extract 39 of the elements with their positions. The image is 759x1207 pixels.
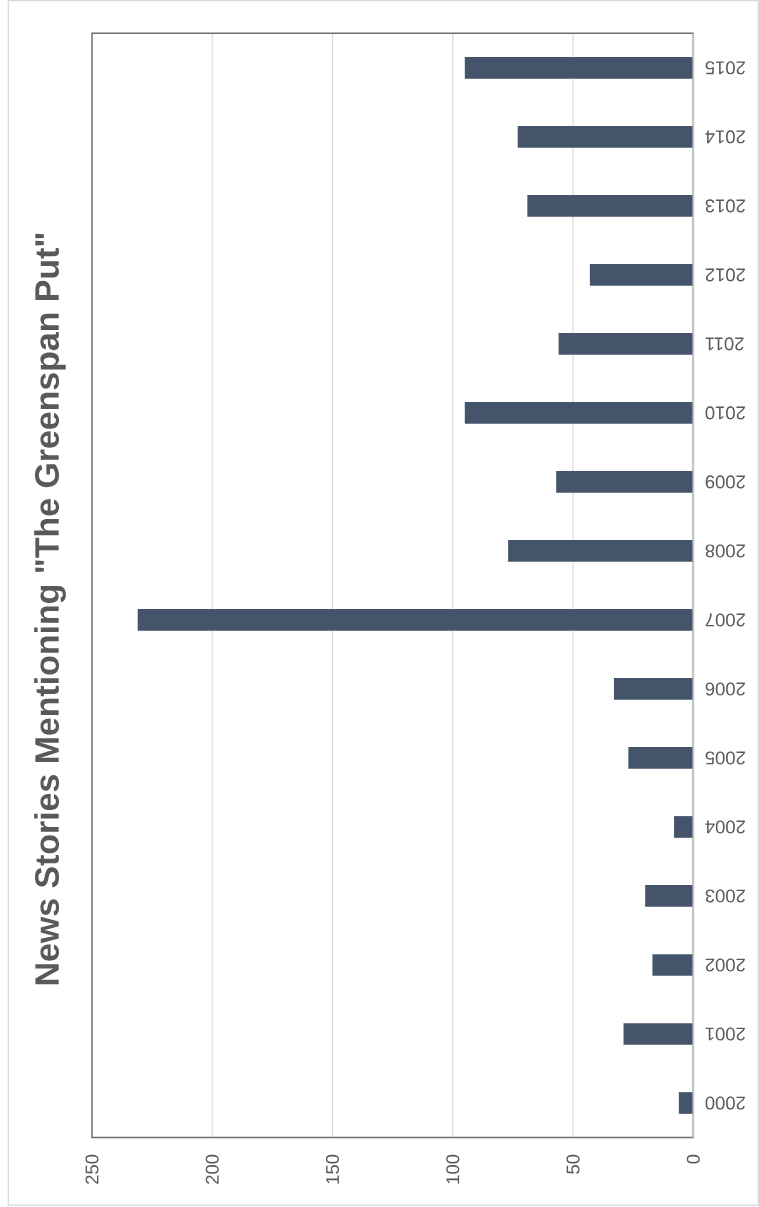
bar [623, 1023, 694, 1045]
bar [558, 333, 694, 355]
y-tick-label: 2003 [705, 889, 745, 903]
y-tick-label: 2000 [705, 1096, 745, 1110]
bar [527, 195, 694, 217]
y-tick-label: 2010 [705, 406, 745, 420]
x-tick-label: 200 [205, 1154, 219, 1184]
y-tick-label: 2002 [705, 958, 745, 972]
bar [628, 747, 694, 769]
bar [464, 402, 694, 424]
x-tick-label: 150 [325, 1154, 340, 1184]
y-tick-label: 2015 [705, 61, 745, 75]
y-tick-label: 2001 [705, 1027, 745, 1041]
bar [645, 885, 694, 907]
y-tick-label: 2012 [705, 268, 745, 282]
y-tick-label: 2011 [705, 337, 744, 351]
bar [652, 954, 694, 976]
y-tick-label: 2014 [705, 130, 745, 144]
bar [517, 125, 694, 148]
text: News Stories Mentioning "The Greenspan Put" [34, 233, 66, 985]
y-tick-label: 2005 [705, 751, 745, 765]
y-tick-label: 2008 [705, 544, 745, 558]
bar [137, 609, 694, 631]
bar [556, 471, 694, 493]
y-tick-label: 2006 [705, 682, 745, 696]
x-tick-label: 0 [686, 1154, 700, 1164]
bar [464, 56, 694, 79]
y-tick-label: 2013 [705, 199, 745, 213]
bar [589, 264, 694, 286]
bar [508, 540, 694, 562]
y-tick-label: 2007 [705, 613, 745, 627]
x-tick-label: 100 [446, 1154, 460, 1184]
bar [674, 816, 694, 838]
bar [613, 678, 694, 700]
y-tick-label: 2009 [705, 475, 745, 489]
x-tick-label: 50 [566, 1154, 580, 1174]
bar [678, 1092, 694, 1114]
x-tick-label: 250 [85, 1154, 99, 1184]
y-tick-label: 2004 [705, 820, 745, 834]
